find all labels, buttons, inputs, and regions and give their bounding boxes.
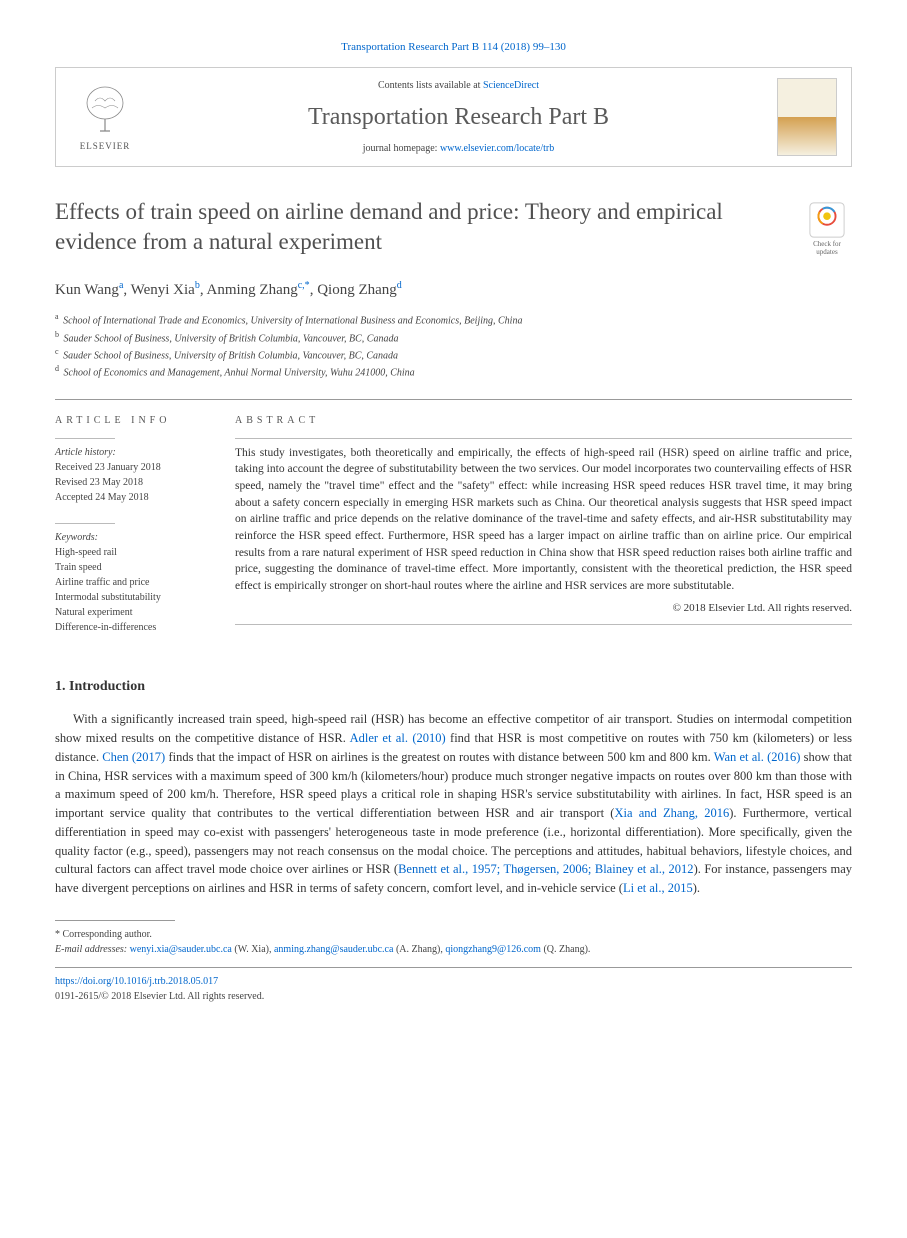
email-label: E-mail addresses:: [55, 944, 130, 955]
intro-text: ).: [693, 881, 700, 895]
article-title: Effects of train speed on airline demand…: [55, 197, 782, 257]
footnote-divider: [55, 920, 175, 921]
authors: Kun Wanga, Wenyi Xiab, Anming Zhangc,*, …: [55, 279, 852, 301]
email-link[interactable]: qiongzhang9@126.com: [445, 944, 541, 955]
citation-link-xia[interactable]: Xia and Zhang, 2016: [614, 806, 729, 820]
keyword: Intermodal substitutability: [55, 592, 161, 603]
citation-link-chen[interactable]: Chen (2017): [102, 750, 165, 764]
abstract-text: This study investigates, both theoretica…: [235, 445, 852, 595]
article-history: Article history: Received 23 January 201…: [55, 445, 215, 505]
abstract-label: ABSTRACT: [235, 414, 852, 428]
elsevier-logo: ELSEVIER: [70, 80, 140, 155]
history-label: Article history:: [55, 447, 116, 458]
email-who: (A. Zhang),: [393, 944, 445, 955]
journal-name: Transportation Research Part B: [150, 101, 767, 135]
homepage-line: journal homepage: www.elsevier.com/locat…: [150, 142, 767, 156]
intro-text: finds that the impact of HSR on airlines…: [165, 750, 713, 764]
journal-header: ELSEVIER Contents lists available at Sci…: [55, 67, 852, 167]
affiliation-line: c Sauder School of Business, University …: [55, 346, 852, 363]
email-who: (Q. Zhang).: [541, 944, 590, 955]
contents-line: Contents lists available at ScienceDirec…: [150, 79, 767, 93]
keyword: Airline traffic and price: [55, 577, 150, 588]
divider: [55, 399, 852, 400]
introduction-paragraph: With a significantly increased train spe…: [55, 710, 852, 898]
article-info-column: ARTICLE INFO Article history: Received 2…: [55, 414, 235, 653]
footer-divider: [55, 967, 852, 968]
check-updates-label: Check for updates: [802, 241, 852, 256]
journal-cover-thumbnail: [777, 78, 837, 156]
page-footer: https://doi.org/10.1016/j.trb.2018.05.01…: [55, 974, 852, 1004]
keywords-block: Keywords: High-speed rail Train speed Airl…: [55, 530, 215, 635]
section-heading-introduction: 1. Introduction: [55, 677, 852, 697]
info-divider: [55, 523, 115, 524]
keyword: Difference-in-differences: [55, 622, 156, 633]
email-who: (W. Xia),: [232, 944, 274, 955]
affiliation-line: a School of International Trade and Econ…: [55, 311, 852, 328]
citation-link-li[interactable]: Li et al., 2015: [623, 881, 693, 895]
affiliations: a School of International Trade and Econ…: [55, 311, 852, 380]
corresponding-label: Corresponding author.: [63, 929, 152, 940]
keyword: Train speed: [55, 562, 102, 573]
keyword: High-speed rail: [55, 547, 117, 558]
corresponding-star: *: [55, 929, 63, 940]
sciencedirect-link[interactable]: ScienceDirect: [483, 80, 539, 91]
homepage-link[interactable]: www.elsevier.com/locate/trb: [440, 143, 554, 154]
citation-link-wan[interactable]: Wan et al. (2016): [714, 750, 801, 764]
keywords-label: Keywords:: [55, 532, 98, 543]
keyword: Natural experiment: [55, 607, 132, 618]
check-updates-icon: [808, 201, 846, 239]
abstract-column: ABSTRACT This study investigates, both t…: [235, 414, 852, 653]
abstract-bottom-divider: [235, 624, 852, 625]
check-updates-badge[interactable]: Check for updates: [802, 201, 852, 261]
affiliation-line: b Sauder School of Business, University …: [55, 329, 852, 346]
received-date: Received 23 January 2018: [55, 462, 161, 473]
issn-copyright: 0191-2615/© 2018 Elsevier Ltd. All right…: [55, 991, 264, 1002]
elsevier-tree-icon: [80, 83, 130, 138]
email-link[interactable]: anming.zhang@sauder.ubc.ca: [274, 944, 393, 955]
revised-date: Revised 23 May 2018: [55, 477, 143, 488]
doi-link[interactable]: https://doi.org/10.1016/j.trb.2018.05.01…: [55, 976, 218, 987]
email-link[interactable]: wenyi.xia@sauder.ubc.ca: [130, 944, 232, 955]
abstract-copyright: © 2018 Elsevier Ltd. All rights reserved…: [235, 601, 852, 616]
article-info-label: ARTICLE INFO: [55, 414, 215, 428]
abstract-divider: [235, 438, 852, 439]
citation-link-bennett[interactable]: Bennett et al., 1957; Thøgersen, 2006; B…: [398, 862, 694, 876]
contents-prefix: Contents lists available at: [378, 80, 483, 91]
accepted-date: Accepted 24 May 2018: [55, 492, 149, 503]
info-divider: [55, 438, 115, 439]
homepage-prefix: journal homepage:: [363, 143, 440, 154]
footnotes: * Corresponding author. E-mail addresses…: [55, 927, 852, 957]
top-citation: Transportation Research Part B 114 (2018…: [55, 40, 852, 55]
citation-link-adler[interactable]: Adler et al. (2010): [350, 731, 446, 745]
publisher-name: ELSEVIER: [80, 140, 131, 153]
affiliation-line: d School of Economics and Management, An…: [55, 363, 852, 380]
